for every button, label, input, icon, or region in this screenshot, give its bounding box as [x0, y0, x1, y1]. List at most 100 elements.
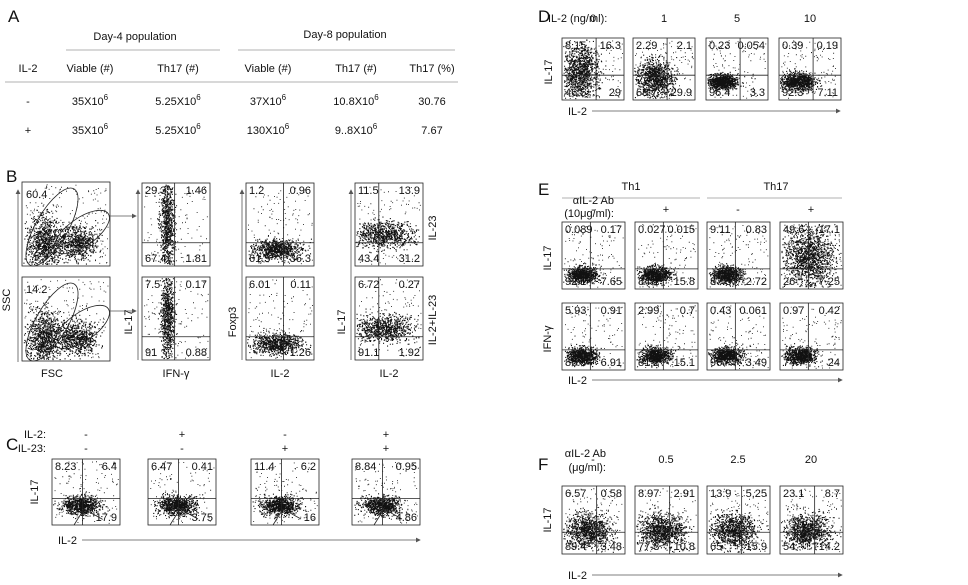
cell: 5.25X106: [155, 122, 201, 137]
plot-frame: [354, 182, 424, 267]
gate-value: 67: [82, 332, 94, 344]
quadrant-value: 8.7: [825, 488, 840, 500]
condition-name: IL-23:: [18, 443, 46, 455]
axis-label: IL-2: [380, 368, 399, 380]
plot-frame: [634, 302, 699, 371]
cell-base: 35X10: [72, 125, 104, 137]
dot-cloud: [780, 40, 838, 99]
condition-level: -: [591, 204, 595, 216]
condition-name: IL-2:: [24, 429, 46, 441]
quadrant-value: 0.43: [710, 305, 731, 317]
quadrant-value: 89.4: [565, 541, 586, 553]
quadrant-value: 7.5: [145, 279, 160, 291]
axis-label: IL-17: [542, 507, 554, 532]
cell-exponent: 6: [373, 122, 378, 131]
quadrant-value: 91: [145, 347, 157, 359]
cell-exponent: 6: [196, 122, 201, 131]
quadrant-value: 0.41: [192, 461, 213, 473]
gate-value: 34.3: [73, 237, 94, 249]
quadrant-value: 0.58: [601, 488, 622, 500]
quadrant-value: 0.91: [601, 305, 622, 317]
quadrant-value: 36.3: [290, 253, 311, 265]
plot-frame: [706, 221, 771, 290]
plot-frame: [245, 182, 315, 267]
quadrant-value: 1.26: [290, 347, 311, 359]
plot-frame: [779, 485, 844, 555]
group-header: Th1: [622, 181, 641, 193]
quadrant-value: 8.84: [355, 461, 376, 473]
quadrant-value: 96.4: [709, 87, 730, 99]
quadrant-value: 6.72: [358, 279, 379, 291]
quadrant-value: 14.2: [819, 541, 840, 553]
quadrant-value: 0.88: [186, 347, 207, 359]
quadrant-value: 0.061: [739, 305, 767, 317]
quadrant-value: 67.4: [145, 253, 166, 265]
axis-label: IL-17: [336, 309, 348, 334]
column-header: IL-2: [19, 63, 38, 75]
row-label: IL-23: [427, 215, 439, 240]
axis-label: Foxp3: [227, 307, 239, 338]
cell: 10.8X106: [333, 93, 379, 108]
dot-cloud: [708, 488, 769, 553]
panel-label: D: [538, 7, 550, 26]
plot-frame: [778, 37, 842, 101]
plot-frame: [21, 181, 111, 267]
quadrant-value: 6.47: [151, 461, 172, 473]
plot-frame: [632, 37, 696, 101]
cell-exponent: 6: [104, 122, 109, 131]
quadrant-value: 91.1: [358, 347, 379, 359]
condition-level: -: [283, 429, 287, 441]
quadrant-value: 13.9: [399, 185, 420, 197]
quadrant-value: 74.7: [783, 357, 804, 369]
quadrant-value: 1.81: [186, 253, 207, 265]
quadrant-value: 81.2: [638, 357, 659, 369]
quadrant-value: 86.3: [565, 357, 586, 369]
quadrant-value: 61.5: [249, 253, 270, 265]
plot-frame: [147, 458, 217, 526]
plot-frame: [250, 458, 320, 526]
condition-name: (10μg/ml):: [564, 208, 614, 220]
quadrant-value: 2.72: [746, 276, 767, 288]
condition-level: +: [383, 443, 389, 455]
quadrant-value: 2.99: [638, 305, 659, 317]
cell: 35X106: [72, 122, 109, 137]
quadrant-value: 24: [828, 357, 840, 369]
axis-label: IL-2: [568, 570, 587, 582]
quadrant-value: 1.2: [249, 185, 264, 197]
axis-label: IL-17: [543, 59, 555, 84]
group-header: Day-8 population: [303, 29, 386, 41]
cell: 30.76: [418, 96, 446, 108]
quadrant-value: 1.46: [186, 185, 207, 197]
dot-cloud: [247, 279, 313, 359]
plot-frame: [706, 485, 771, 555]
quadrant-value: 0.97: [783, 305, 804, 317]
quadrant-value: 8.15: [565, 40, 586, 52]
quadrant-value: 2.29: [636, 40, 657, 52]
plot-frame: [561, 221, 626, 290]
quadrant-value: 92.3: [782, 87, 803, 99]
cell-base: 37X10: [250, 96, 282, 108]
cell-base: 9..8X10: [335, 125, 373, 137]
dot-cloud: [636, 305, 697, 369]
quadrant-value: 11.5: [358, 185, 379, 197]
quadrant-value: 0.39: [782, 40, 803, 52]
quadrant-value: 6.91: [601, 357, 622, 369]
column-header: Th17 (#): [157, 63, 199, 75]
condition-name: IL-2 (ng/ml):: [548, 13, 607, 25]
condition-name: αIL-2 Ab: [565, 448, 606, 460]
cell: 130X106: [247, 122, 290, 137]
group-header: Th17: [763, 181, 788, 193]
cell-exponent: 6: [285, 122, 290, 131]
gate: [25, 187, 79, 267]
quadrant-value: 54: [783, 541, 795, 553]
plot-frame: [561, 485, 626, 555]
quadrant-value: 49.6: [783, 224, 804, 236]
cell-exponent: 6: [374, 93, 379, 102]
quadrant-value: 16.3: [600, 40, 621, 52]
dot-cloud: [563, 39, 623, 100]
dot-cloud: [563, 224, 624, 288]
quadrant-value: 0.054: [737, 40, 765, 52]
quadrant-value: 29.3: [145, 185, 166, 197]
gate-value: 60.4: [26, 189, 47, 201]
quadrant-value: 0.27: [399, 279, 420, 291]
